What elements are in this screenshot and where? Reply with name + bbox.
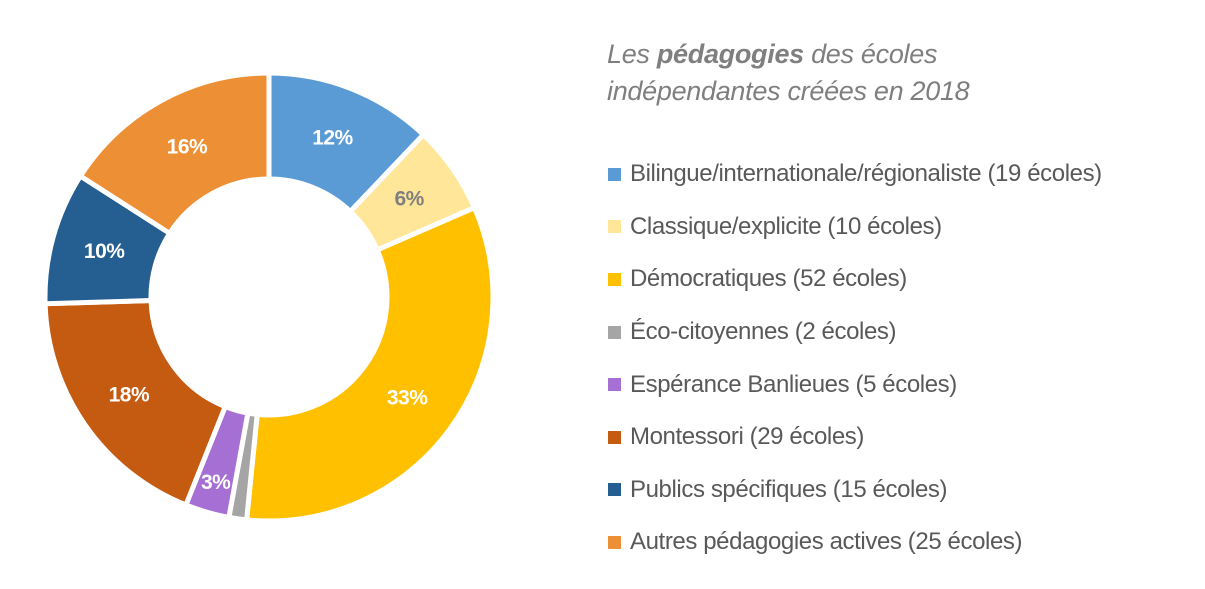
legend-item: Classique/explicite (10 écoles) <box>608 201 1102 254</box>
slice-data-label-7: 16% <box>167 135 208 158</box>
legend-label: Classique/explicite (10 écoles) <box>630 212 942 240</box>
legend-swatch-icon <box>608 220 621 234</box>
donut-slice-5 <box>42 297 229 509</box>
legend-swatch-icon <box>608 535 621 549</box>
slice-data-label-0: 12% <box>312 127 353 150</box>
legend-item: Éco-citoyennes (2 écoles) <box>608 306 1102 359</box>
legend-label: Démocratiques (52 écoles) <box>630 265 907 293</box>
legend-swatch-icon <box>608 483 621 497</box>
slice-data-label-5: 18% <box>109 384 150 407</box>
chart-title-line-2: indépendantes créées en 2018 <box>607 76 970 106</box>
legend-item: Démocratiques (52 écoles) <box>608 253 1102 306</box>
donut-slice-2 <box>243 204 496 524</box>
legend-swatch-icon <box>608 378 621 392</box>
legend-item: Espérance Banlieues (5 écoles) <box>608 358 1102 411</box>
legend-label: Autres pédagogies actives (25 écoles) <box>630 528 1023 556</box>
legend-label: Espérance Banlieues (5 écoles) <box>630 370 957 398</box>
slice-data-label-2: 33% <box>387 386 428 409</box>
legend-label: Éco-citoyennes (2 écoles) <box>630 318 897 346</box>
legend-label: Montessori (29 écoles) <box>630 423 864 451</box>
legend-swatch-icon <box>608 430 621 444</box>
chart-title-emphasis: pédagogies <box>656 39 804 69</box>
donut-slice-7 <box>76 70 272 237</box>
chart-title-line-1: Les pédagogies des écoles <box>607 39 938 69</box>
legend: Bilingue/internationale/régionaliste (19… <box>608 148 1102 569</box>
legend-swatch-icon <box>608 167 621 181</box>
legend-item: Autres pédagogies actives (25 écoles) <box>608 516 1102 569</box>
legend-item: Publics spécifiques (15 écoles) <box>608 464 1102 517</box>
legend-swatch-icon <box>608 325 621 339</box>
slice-data-label-4: 3% <box>201 471 231 494</box>
donut-chart: 12% 6% 33% 3% 18% 10% 16% <box>42 70 496 524</box>
legend-item: Montessori (29 écoles) <box>608 411 1102 464</box>
slice-data-label-1: 6% <box>394 187 424 210</box>
legend-label: Bilingue/internationale/régionaliste (19… <box>630 160 1102 188</box>
chart-title: Les pédagogies des écoles indépendantes … <box>607 36 970 110</box>
legend-label: Publics spécifiques (15 écoles) <box>630 475 948 503</box>
legend-item: Bilingue/internationale/régionaliste (19… <box>608 148 1102 201</box>
slice-data-label-6: 10% <box>84 240 125 263</box>
legend-swatch-icon <box>608 272 621 286</box>
